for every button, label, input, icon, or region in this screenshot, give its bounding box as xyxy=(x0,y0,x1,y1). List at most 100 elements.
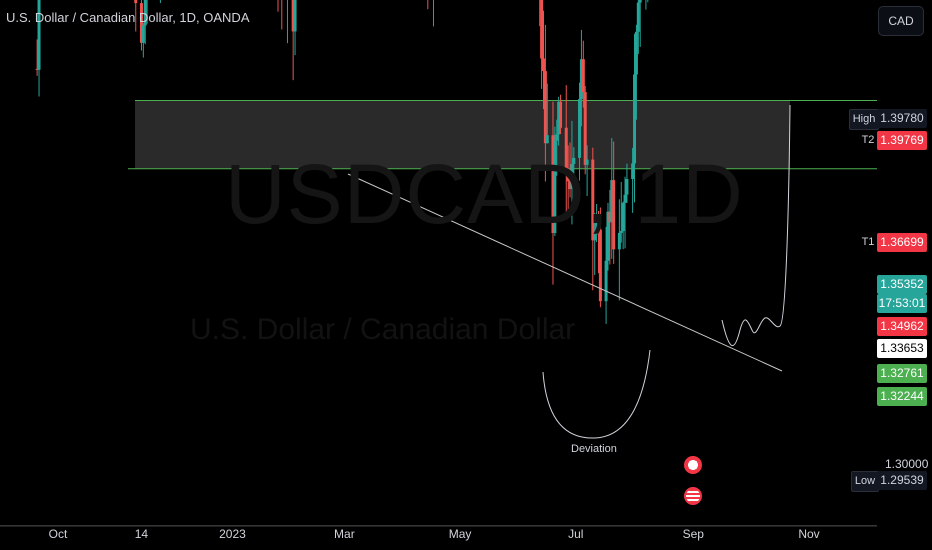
candle xyxy=(623,176,627,249)
chart-title[interactable]: U.S. Dollar / Canadian Dollar, 1D, OANDA xyxy=(6,10,250,25)
candle xyxy=(159,0,161,4)
candle-body xyxy=(636,2,640,32)
candle-body xyxy=(559,101,563,128)
candle-body xyxy=(540,0,544,59)
candle-body xyxy=(568,181,572,190)
watermark-symbol: USDCAD, 1D xyxy=(225,147,744,241)
candle xyxy=(583,85,587,175)
candle-body xyxy=(551,135,555,234)
last-price-tag: 1.35352 xyxy=(877,275,927,294)
candle xyxy=(545,83,549,144)
time-tick-label: 2023 xyxy=(219,527,246,541)
candle xyxy=(606,202,610,271)
candle-body xyxy=(617,232,621,250)
candle xyxy=(593,213,597,276)
candle xyxy=(617,199,621,301)
candle xyxy=(633,33,637,203)
candle-body xyxy=(545,135,549,144)
candle xyxy=(291,0,295,81)
time-tick-label: Jul xyxy=(568,527,584,541)
time-tick-label: Oct xyxy=(48,527,68,541)
candle-body xyxy=(634,31,638,75)
candle-body xyxy=(143,0,147,26)
candle xyxy=(551,101,555,285)
candle xyxy=(433,0,434,27)
candle xyxy=(134,0,138,32)
candle xyxy=(585,145,589,197)
time-tick-label: 14 xyxy=(134,527,149,541)
low-price-tag: 1.29539 xyxy=(877,471,927,490)
candle-body xyxy=(581,59,585,93)
candle-body xyxy=(598,229,602,302)
candle-body xyxy=(134,0,138,4)
candle-body xyxy=(543,71,547,144)
candle-body xyxy=(591,159,595,241)
candle-body xyxy=(621,202,625,231)
candle-body xyxy=(139,3,143,43)
high-price-tag: 1.39780 xyxy=(877,109,927,128)
time-tick-label: Sep xyxy=(682,527,704,541)
candle xyxy=(559,94,563,135)
candle xyxy=(579,29,583,127)
canada-flag-icon[interactable] xyxy=(684,456,702,474)
price-tick-label: 1.30000 xyxy=(885,457,929,471)
candle-body xyxy=(596,215,600,230)
support-zone xyxy=(135,100,790,169)
candle xyxy=(541,10,545,110)
candle-body xyxy=(610,180,614,223)
candle xyxy=(553,126,557,237)
candle-body xyxy=(604,260,608,302)
low-label: Low xyxy=(851,471,879,492)
candle xyxy=(555,119,559,176)
candle-body xyxy=(553,140,557,234)
candle xyxy=(625,163,629,203)
candle-body xyxy=(619,230,623,233)
candle xyxy=(581,40,585,108)
level-tag-1: 1.34962 xyxy=(877,317,927,336)
candle-body xyxy=(606,211,610,261)
candle xyxy=(540,0,544,89)
candle-body xyxy=(37,0,41,70)
candle-body xyxy=(612,180,616,250)
candle xyxy=(427,0,429,10)
t2-price-tag: 1.39769 xyxy=(877,131,927,150)
candle-body xyxy=(564,127,568,174)
candle xyxy=(566,145,570,217)
us-flag-icon[interactable] xyxy=(684,487,702,505)
candle xyxy=(647,0,649,3)
candle xyxy=(557,96,561,146)
candle xyxy=(277,0,279,12)
candle xyxy=(539,0,541,27)
candle-body xyxy=(608,211,612,223)
countdown-tag: 17:53:01 xyxy=(877,294,927,313)
candle-body xyxy=(541,58,545,72)
deviation-arc xyxy=(542,349,651,439)
candle xyxy=(35,39,39,76)
candle xyxy=(636,0,640,54)
candle xyxy=(572,147,576,197)
candle-body xyxy=(566,173,570,182)
candle xyxy=(621,201,625,250)
candle-body xyxy=(625,178,629,195)
candle-body xyxy=(557,101,561,135)
currency-button[interactable]: CAD xyxy=(878,6,924,36)
candle xyxy=(610,138,614,259)
support-bottom-tag: 1.32244 xyxy=(877,387,927,406)
projection-path xyxy=(721,104,791,347)
t1-price-tag: 1.36699 xyxy=(877,233,927,252)
t1-label: T1 xyxy=(861,236,875,248)
candle-body xyxy=(585,159,589,165)
candle-body xyxy=(631,163,635,179)
candle-body xyxy=(293,0,297,32)
candle xyxy=(596,210,600,274)
candle xyxy=(634,24,638,120)
candles xyxy=(35,0,649,324)
candle-body xyxy=(572,157,576,165)
candle xyxy=(645,0,647,10)
descending-trendline xyxy=(347,173,783,372)
candle-body xyxy=(555,134,559,141)
deviation-annotation: Deviation xyxy=(571,443,617,455)
candle xyxy=(631,147,635,213)
candle xyxy=(143,0,147,45)
